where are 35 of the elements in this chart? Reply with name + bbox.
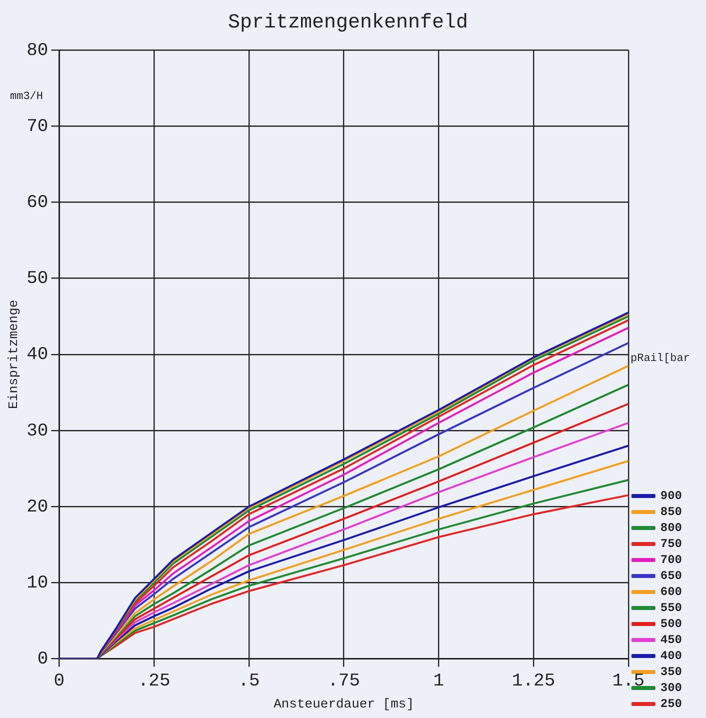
y-tick-label: 10: [26, 573, 48, 594]
legend-title: pRail[bar: [630, 353, 690, 366]
legend-label: 600: [660, 585, 682, 600]
legend-label: 650: [660, 569, 682, 584]
x-tick-label: 1: [433, 671, 444, 692]
x-tick-label: 1.25: [512, 671, 556, 692]
legend-label: 400: [660, 649, 682, 664]
legend-label: 550: [660, 601, 682, 616]
legend-label: 450: [660, 633, 682, 648]
legend-label: 850: [660, 505, 682, 520]
legend-label: 750: [660, 537, 682, 552]
x-tick-label: .25: [138, 671, 170, 692]
y-tick-label: 30: [26, 421, 48, 442]
legend-label: 300: [660, 681, 682, 696]
x-tick-label: 1.5: [612, 671, 645, 692]
text: mm3/H: [10, 90, 44, 103]
y-tick-label: 20: [26, 497, 48, 518]
y-tick-label: 0: [37, 650, 48, 670]
legend-label: 900: [660, 489, 682, 504]
y-tick-label: 60: [26, 192, 48, 213]
x-axis-title: Ansteuerdauer [ms]: [274, 696, 414, 712]
y-tick-label: 80: [26, 40, 48, 61]
legend-label: 350: [660, 665, 682, 680]
y-tick-label: 70: [26, 116, 48, 137]
y-tick-label: 50: [26, 269, 48, 290]
legend-label: 500: [660, 617, 682, 632]
y-axis-title: Einspritzmenge: [6, 300, 22, 410]
x-tick-label: .5: [238, 671, 260, 692]
x-tick-label: 0: [54, 671, 65, 692]
x-tick-label: .75: [328, 671, 360, 692]
legend-label: 800: [660, 521, 682, 536]
legend-label: 250: [660, 697, 682, 712]
chart-title: Spritzmengenkennfeld: [228, 11, 468, 34]
legend-label: 700: [660, 553, 682, 568]
y-tick-label: 40: [26, 345, 48, 366]
